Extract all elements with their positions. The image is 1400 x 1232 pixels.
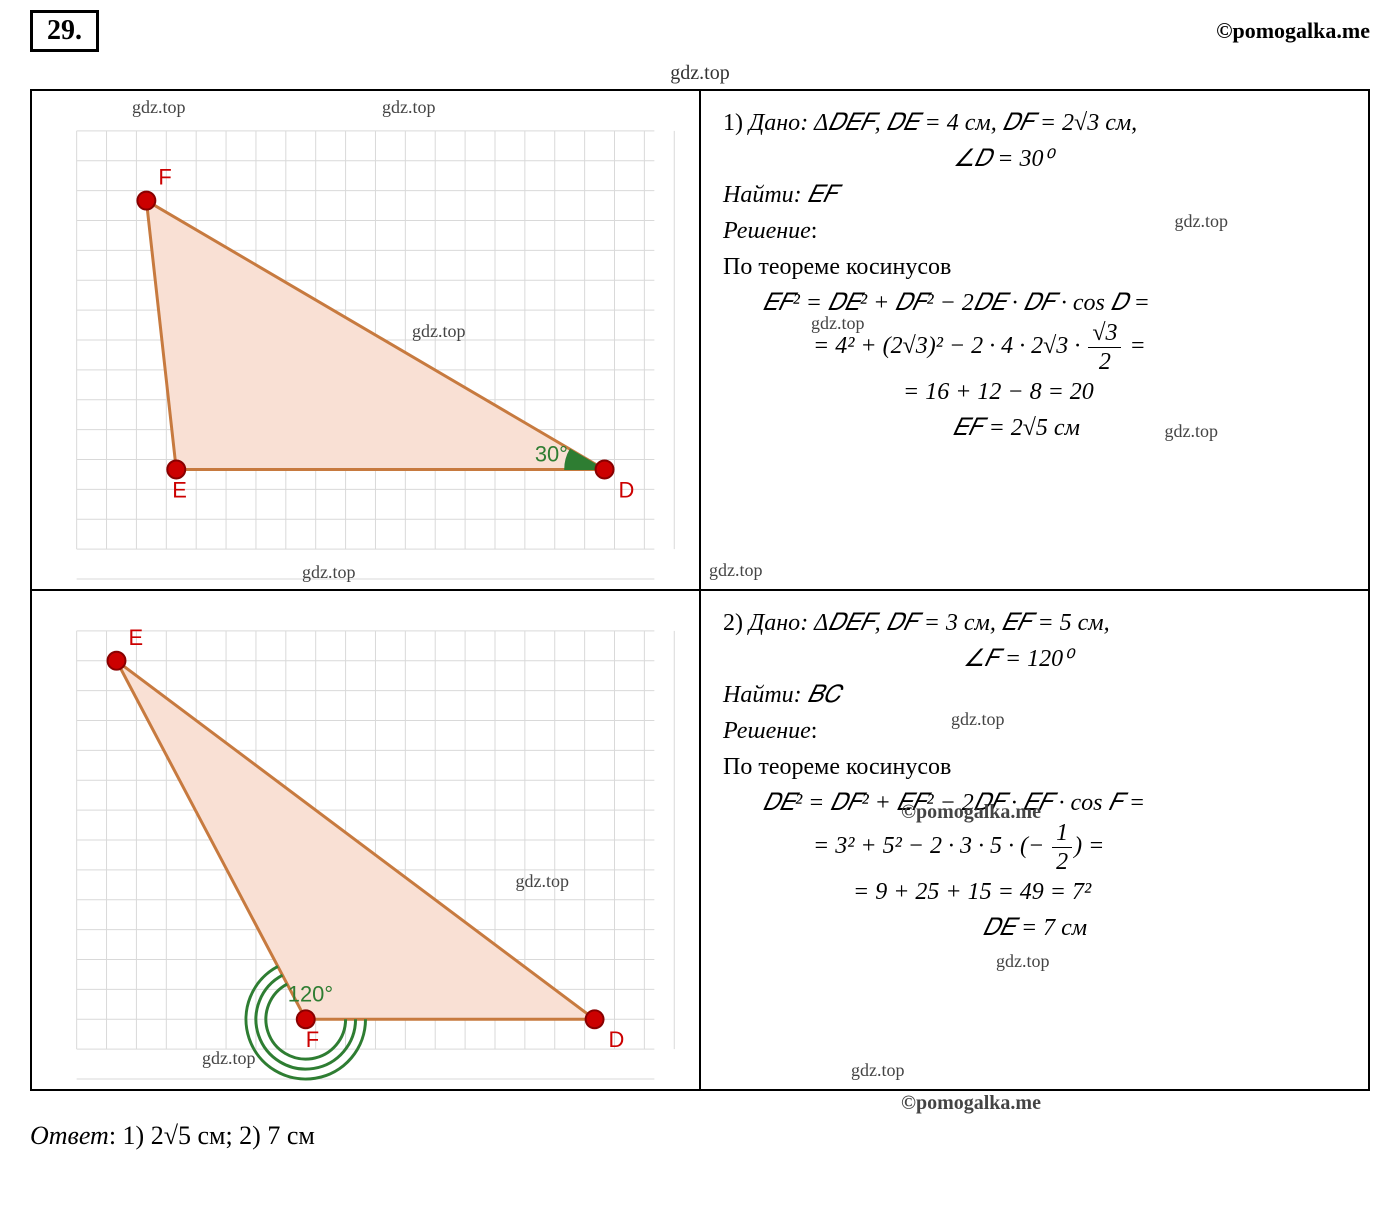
frac-den: 2 — [1088, 348, 1121, 374]
svg-text:F: F — [306, 1027, 319, 1052]
frac-den: 2 — [1052, 848, 1072, 874]
svg-text:E: E — [128, 625, 143, 650]
eq-4: 𝐸𝐹 = 2√5 см — [723, 410, 1350, 446]
solution-label-text: Решение — [723, 718, 811, 744]
answer-label: Ответ — [30, 1121, 109, 1150]
row-2: gdz.top gdz.top 120°EFD gdz.top ©pomogal… — [31, 590, 1369, 1090]
frac-num: √3 — [1088, 321, 1121, 348]
eq2-prefix: = 4² + (2√3)² − 2 · 4 · 2√3 · — [813, 333, 1086, 359]
svg-text:D: D — [609, 1027, 625, 1052]
find-text: : 𝐸𝐹 — [794, 182, 838, 208]
svg-text:120°: 120° — [288, 981, 333, 1006]
given-text: : Δ𝐷𝐸𝐹, 𝐷𝐹 = 3 см, 𝐸𝐹 = 5 см, — [800, 610, 1109, 636]
diagram-cell-2: gdz.top gdz.top 120°EFD — [31, 590, 700, 1090]
given-label: Дано — [749, 610, 800, 636]
row-1: gdz.top gdz.top gdz.top gdz.top 30°FED g… — [31, 90, 1369, 590]
answer-line: Ответ: 1) 2√5 см; 2) 7 см — [30, 1121, 1370, 1151]
header-row: 29. ©pomogalka.me — [30, 10, 1370, 52]
theorem-line: По теореме косинусов — [723, 249, 1350, 285]
eq-4: 𝐷𝐸 = 7 см — [723, 910, 1350, 946]
eq2-suffix: = — [1123, 333, 1145, 359]
problem-number: 29. — [30, 10, 99, 52]
eq-2: = 4² + (2√3)² − 2 · 4 · 2√3 · √32 = — [723, 321, 1350, 374]
solution-cell-2: gdz.top ©pomogalka.me gdz.top gdz.top ©p… — [700, 590, 1369, 1090]
eq-3: = 9 + 25 + 15 = 49 = 7² — [723, 874, 1350, 910]
triangle-diagram-1: 30° F E D — [32, 91, 699, 589]
watermark-top-center: gdz.top — [30, 62, 1370, 85]
given-label: Дано — [749, 110, 800, 136]
wm-copyright-bottom: ©pomogalka.me — [901, 1092, 1041, 1115]
solution-1: 1) Дано: Δ𝐷𝐸𝐹, 𝐷𝐸 = 4 см, 𝐷𝐹 = 2√3 см, ∠… — [701, 91, 1368, 460]
given-line: 1) Дано: Δ𝐷𝐸𝐹, 𝐷𝐸 = 4 см, 𝐷𝐹 = 2√3 см, — [723, 105, 1350, 141]
diagram-cell-1: gdz.top gdz.top gdz.top gdz.top 30°FED — [31, 90, 700, 590]
svg-text:E: E — [172, 477, 187, 502]
eq2-suffix: ) = — [1074, 833, 1104, 859]
wm: gdz.top — [851, 1060, 905, 1081]
watermark-top-right: ©pomogalka.me — [1216, 18, 1370, 44]
frac-num: 1 — [1052, 821, 1072, 848]
fraction: 12 — [1052, 821, 1072, 874]
svg-text:F: F — [158, 165, 171, 190]
eq-3: = 16 + 12 − 8 = 20 — [723, 374, 1350, 410]
solution-label: Решение: — [723, 213, 1350, 249]
answer-text: : 1) 2√5 см; 2) 7 см — [109, 1121, 315, 1150]
solution-2: 2) Дано: Δ𝐷𝐸𝐹, 𝐷𝐹 = 3 см, 𝐸𝐹 = 5 см, ∠𝐹 … — [701, 591, 1368, 960]
solution-cell-1: gdz.top gdz.top gdz.top gdz.top 1) Дано:… — [700, 90, 1369, 590]
find-text: : 𝐵𝐶 — [794, 682, 841, 708]
svg-text:30°: 30° — [535, 442, 568, 467]
solution-label-text: Решение — [723, 218, 811, 244]
find-label: Найти — [723, 182, 794, 208]
eq-1: 𝐸𝐹² = 𝐷𝐸² + 𝐷𝐹² − 2𝐷𝐸 · 𝐷𝐹 · cos 𝐷 = — [723, 285, 1350, 321]
svg-text:D: D — [618, 477, 634, 502]
find-label: Найти — [723, 682, 794, 708]
problem-table: gdz.top gdz.top gdz.top gdz.top 30°FED g… — [30, 89, 1370, 1091]
given-line2: ∠𝐹 = 120⁰ — [723, 641, 1350, 677]
eq2-prefix: = 3² + 5² − 2 · 3 · 5 · (− — [813, 833, 1050, 859]
find-line: Найти: 𝐸𝐹 — [723, 177, 1350, 213]
find-line: Найти: 𝐵𝐶 — [723, 677, 1350, 713]
given-line2: ∠𝐷 = 30⁰ — [723, 141, 1350, 177]
eq-1: 𝐷𝐸² = 𝐷𝐹² + 𝐸𝐹² − 2𝐷𝐹 · 𝐸𝐹 · cos 𝐹 = — [723, 785, 1350, 821]
triangle-diagram-2: 120° E F D — [32, 591, 699, 1089]
given-line: 2) Дано: Δ𝐷𝐸𝐹, 𝐷𝐹 = 3 см, 𝐸𝐹 = 5 см, — [723, 605, 1350, 641]
theorem-line: По теореме косинусов — [723, 749, 1350, 785]
given-text: : Δ𝐷𝐸𝐹, 𝐷𝐸 = 4 см, 𝐷𝐹 = 2√3 см, — [800, 110, 1137, 136]
solution-label: Решение: — [723, 713, 1350, 749]
wm: gdz.top — [709, 560, 763, 581]
eq-2: = 3² + 5² − 2 · 3 · 5 · (− 12) = — [723, 821, 1350, 874]
fraction: √32 — [1088, 321, 1121, 374]
